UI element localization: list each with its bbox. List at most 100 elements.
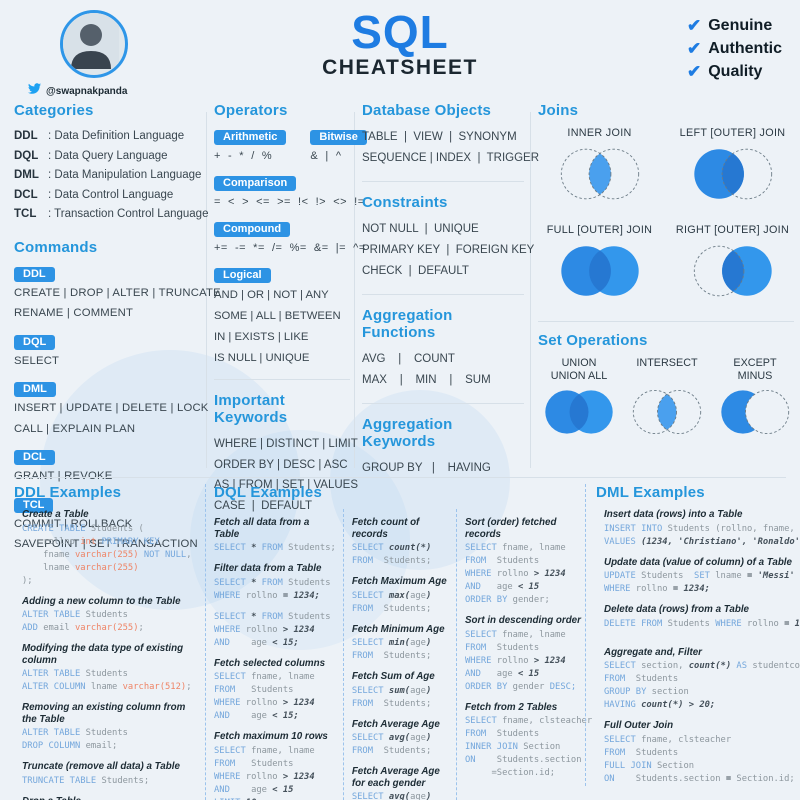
dml-examples-section: DML Examples Insert data (rows) into a T…	[585, 484, 800, 786]
code-line: SELECT fname, lname	[465, 629, 566, 640]
divider	[530, 112, 531, 468]
category-abbr: DML	[14, 169, 39, 181]
category-desc: : Data Query Language	[48, 149, 168, 162]
quality-badge-label: Authentic	[708, 40, 782, 57]
example-block: Insert data (rows) into a Table INSERT IN…	[604, 509, 800, 549]
quality-badges: ✔ Genuine ✔ Authentic ✔ Quality	[687, 16, 782, 85]
example-title: Fetch Sum of Age	[351, 671, 435, 682]
command-line: CALL | EXPLAIN PLAN	[14, 422, 136, 435]
example-block: Sort (order) fetched records SELECT fname…	[465, 517, 583, 607]
agg-keywords-list: GROUP BY | HAVING	[362, 458, 524, 479]
code-line: AND age < 15;	[214, 637, 299, 648]
set-operation-item: UNION UNION ALL	[538, 357, 620, 444]
command-badge: TCL	[14, 497, 54, 513]
join-venn	[550, 240, 650, 307]
example-title: Drop a Table	[22, 796, 198, 800]
example-title: Truncate (remove all data) a Table	[22, 761, 180, 772]
example-block: Fetch Sum of Age SELECT sum(age) FROM Stud…	[352, 671, 449, 711]
command-group: DCL GRANT | REVOKE	[14, 447, 202, 486]
command-line: SAVEPOINT | SET TRANSACTION	[14, 538, 198, 550]
code-line: INSERT INTO Students (rollno, fname, lna…	[604, 523, 800, 534]
code-line: DROP COLUMN email;	[22, 741, 118, 751]
section-title-set-operations: Set Operations	[538, 332, 648, 349]
section-title-db-objects: Database Objects	[362, 102, 492, 119]
venn-left	[693, 148, 772, 200]
code-line: =Section.id;	[465, 768, 556, 778]
code-line: SELECT * FROM Students;	[214, 543, 336, 553]
venn-inner	[632, 389, 702, 435]
divider	[362, 294, 524, 295]
example-block: SELECT * FROM Students WHERE rollno > 123…	[214, 611, 336, 650]
page-title: SQL	[351, 6, 449, 58]
twitter-handle: @swapnakpanda	[46, 85, 128, 97]
code-line: SELECT * FROM Students	[214, 577, 331, 588]
code-line: TRUNCATE TABLE Students;	[22, 775, 150, 786]
code-line: SELECT section, count(*) AS studentcount	[604, 661, 800, 671]
code-line: ORDER BY gender;	[465, 595, 550, 605]
command-group: DDL CREATE | DROP | ALTER | TRUNCATE RENAM…	[14, 264, 221, 323]
operator-symbols: AND | OR | NOT | ANY	[214, 289, 329, 301]
example-title: Sort (order) fetched records	[465, 517, 557, 540]
example-block: Full Outer Join SELECT fname, clsteacher F…	[604, 720, 800, 786]
example-block: Modifying the data type of existing colu…	[22, 643, 198, 694]
code-line: LIMIT 10;	[214, 797, 336, 800]
example-title: Fetch from 2 Tables	[465, 701, 558, 713]
category-item: TCL: Transaction Control Language	[14, 205, 208, 225]
code-line: SELECT fname, clsteacher	[604, 734, 732, 745]
example-block: Fetch Average Age SELECT avg(age) FROM Stu…	[352, 719, 449, 759]
commands-groups: DDL CREATE | DROP | ALTER | TRUNCATE RENAM…	[14, 264, 221, 554]
example-title: Aggregate and, Filter	[604, 646, 702, 658]
example-block: Fetch Minimum Age SELECT min(age) FROM Stu…	[352, 624, 449, 664]
join-item: FULL [OUTER] JOIN	[538, 224, 661, 307]
operator-badge: Compound	[214, 222, 291, 237]
join-label: LEFT [OUTER] JOIN	[679, 127, 786, 139]
command-line: COMMIT | ROLLBACK	[14, 517, 133, 530]
set-operation-item: EXCEPT MINUS	[714, 357, 796, 444]
example-block: Fetch count of records SELECT count(*) FRO…	[352, 517, 449, 568]
check-icon: ✔	[686, 39, 702, 58]
example-title: Fetch all data from a Table	[214, 517, 310, 540]
code-line: rollno int PRIMARY KEY,	[22, 536, 166, 547]
ddl-example-blocks: Create a Table CREATE TABLE Students ( ro…	[14, 509, 198, 800]
venn-full	[545, 390, 613, 434]
join-item: INNER JOIN	[538, 127, 661, 210]
venn-inner	[560, 148, 639, 200]
example-title: Fetch Maximum Age	[351, 576, 447, 587]
operator-symbols: + - * / %	[214, 150, 273, 162]
command-badge: DML	[14, 382, 56, 397]
operator-badge: Logical	[214, 268, 271, 283]
page-subtitle: CHEATSHEET	[322, 56, 478, 79]
example-block: Fetch Maximum Age SELECT max(age) FROM Stu…	[352, 576, 449, 616]
db-object-line: SEQUENCE | INDEX | TRIGGER	[362, 152, 540, 164]
operators-body: Arithmetic + - * / % Bitwise & | ^ Compariso…	[214, 127, 367, 367]
command-line: RENAME | COMMENT	[14, 307, 134, 319]
venn-full	[560, 246, 639, 296]
code-line: DELETE FROM Students WHERE rollno = 1234…	[604, 618, 800, 629]
operator-symbols: & | ^	[310, 150, 342, 162]
check-icon: ✔	[686, 16, 702, 35]
example-block: Filter data from a Table SELECT * FROM St…	[214, 563, 336, 603]
code-line: SELECT fname, lname	[214, 745, 315, 756]
set-operation-venn	[538, 385, 620, 444]
example-title: Fetch Average Age	[351, 718, 440, 730]
command-badge: DDL	[14, 266, 55, 282]
code-line: WHERE rollno = 1234;	[604, 584, 710, 594]
avatar-portrait	[63, 13, 119, 69]
code-line: AND age < 15	[214, 784, 294, 795]
set-operation-venn	[714, 385, 796, 444]
agg-function-line: AVG | COUNT	[362, 353, 455, 365]
operator-symbols: += -= *= /= %= &= |= ^=	[214, 242, 366, 254]
db-objects-list: TABLE | VIEW | SYNONYM SEQUENCE | INDEX |…	[362, 127, 540, 169]
example-title: Removing an existing column from the Tab…	[22, 702, 186, 725]
keyword-line: WHERE | DISTINCT | LIMIT	[214, 438, 358, 450]
section-title-agg-functions: Aggregation Functions	[362, 307, 453, 341]
divider	[214, 379, 350, 380]
operator-badge: Comparison	[214, 176, 297, 191]
quality-badge-label: Genuine	[708, 17, 773, 34]
operator-symbols: IS NULL | UNIQUE	[214, 352, 310, 364]
operator-badge: Arithmetic	[214, 130, 287, 145]
ddl-examples-section: DDL Examples Create a Table CREATE TABLE …	[14, 484, 198, 800]
example-title: Fetch Minimum Age	[351, 623, 445, 635]
divider	[538, 321, 794, 322]
author-block: @swapnakpanda	[28, 10, 178, 100]
